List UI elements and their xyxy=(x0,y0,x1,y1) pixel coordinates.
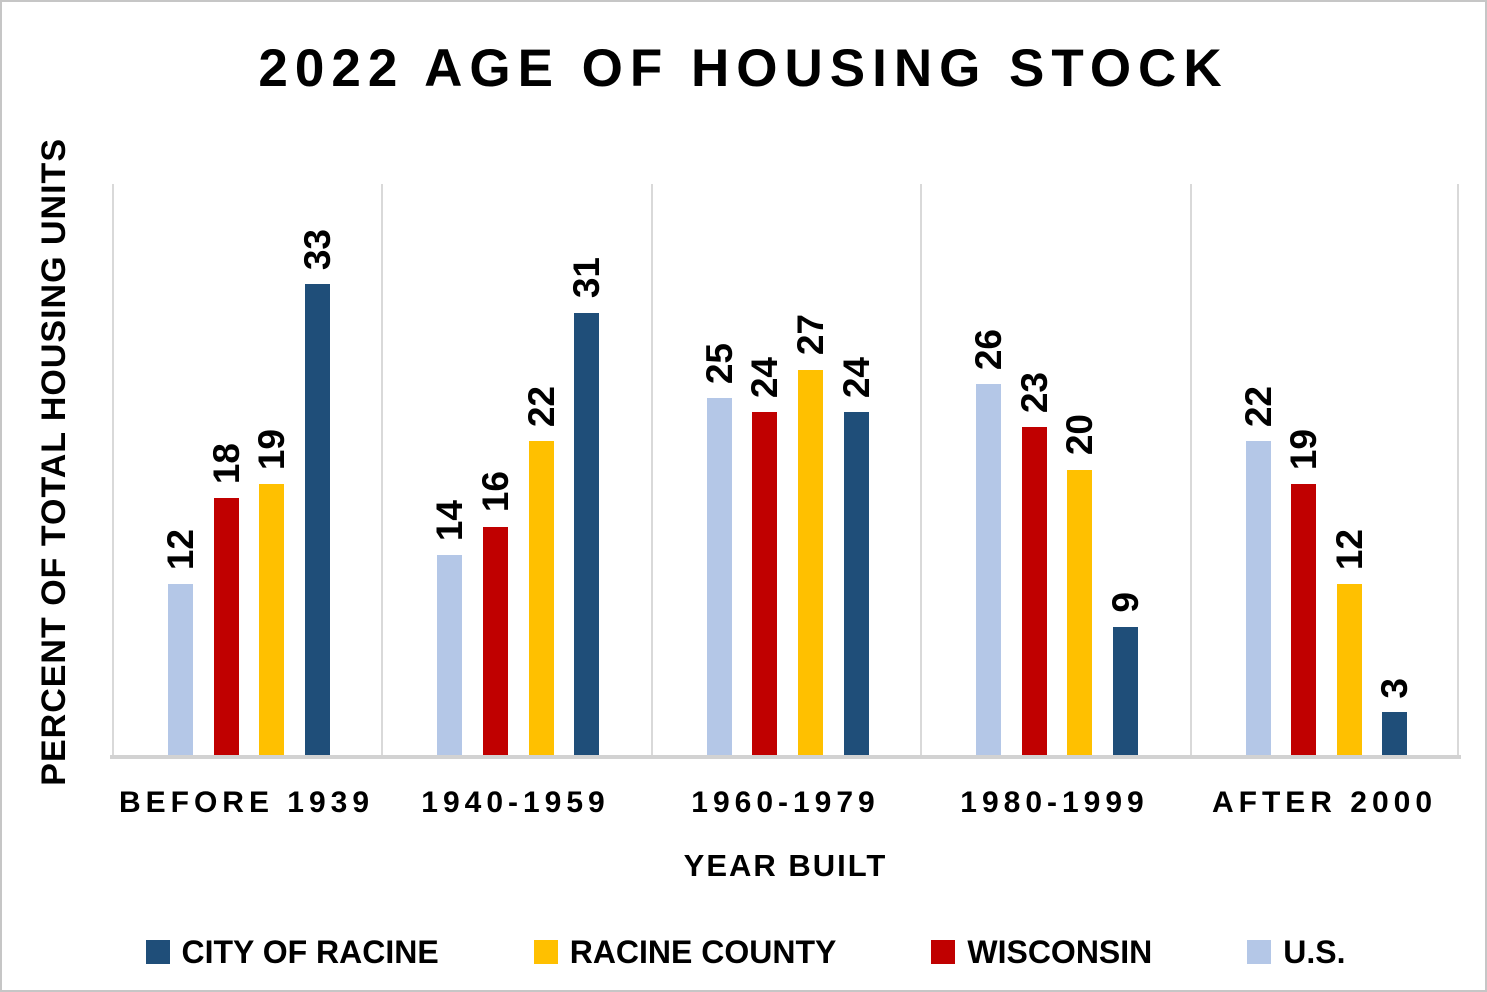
bar-value-label: 19 xyxy=(1283,428,1324,470)
bar-value-label: 27 xyxy=(790,314,831,356)
bar-group-4-col-3: 3 xyxy=(1374,678,1415,755)
category-label: AFTER 2000 xyxy=(1211,786,1438,819)
legend-swatch xyxy=(533,940,558,964)
bar-group-0-col-1: 18 xyxy=(206,443,247,755)
legend: CITY OF RACINE RACINE COUNTY WISCONSIN U.S. xyxy=(72,926,1419,978)
bar-value-label: 20 xyxy=(1059,414,1100,456)
bar-value-label: 9 xyxy=(1105,591,1146,613)
legend-swatch xyxy=(931,940,956,964)
bar-wisconsin-1960-1979 xyxy=(752,412,777,755)
bar-value-label: 22 xyxy=(521,385,562,427)
legend-item-racine-county: RACINE COUNTY xyxy=(533,933,837,971)
bar-value-label: 24 xyxy=(744,357,785,399)
legend-label: WISCONSIN xyxy=(967,933,1153,970)
bar-u-s--1940-1959 xyxy=(437,555,462,755)
bar-group-1-col-3: 31 xyxy=(566,257,607,755)
bar-value-label: 14 xyxy=(429,500,470,542)
bar-racine-county-after-2000 xyxy=(1337,583,1362,755)
bar-wisconsin-1980-1999 xyxy=(1022,426,1047,755)
legend-swatch xyxy=(1247,940,1272,964)
bar-group-1-col-0: 14 xyxy=(429,500,470,755)
bar-value-label: 3 xyxy=(1374,677,1415,699)
bar-group-0-col-3: 33 xyxy=(297,229,338,755)
category-axis: BEFORE 1939 1940-1959 1960-1979 1980-1999 AF… xyxy=(112,786,1459,828)
bar-group-3-col-3: 9 xyxy=(1105,592,1146,755)
legend-label: RACINE COUNTY xyxy=(569,933,837,970)
bar-value-label: 12 xyxy=(1329,528,1370,570)
bar-racine-county-before-1939 xyxy=(259,483,284,755)
gridline xyxy=(1190,184,1192,755)
gridline xyxy=(381,184,383,755)
gridline xyxy=(651,184,653,755)
bar-group-4-col-2: 12 xyxy=(1329,529,1370,755)
legend-item-u-s-: U.S. xyxy=(1247,933,1346,971)
category-label: 1940-1959 xyxy=(421,786,610,819)
bar-group-2-col-0: 25 xyxy=(699,343,740,755)
bar-group-3-col-1: 23 xyxy=(1014,372,1055,755)
bar-u-s--1980-1999 xyxy=(976,383,1001,755)
bar-group-1-col-2: 22 xyxy=(521,386,562,755)
bar-group-1-col-1: 16 xyxy=(475,471,516,755)
bar-u-s--after-2000 xyxy=(1246,440,1271,755)
bar-city-of-racine-1940-1959 xyxy=(574,312,599,755)
bar-value-label: 18 xyxy=(206,442,247,485)
bar-group-2-col-1: 24 xyxy=(744,357,785,755)
x-axis-line xyxy=(110,755,1461,759)
category-label: 1980-1999 xyxy=(960,786,1149,819)
bar-group-4-col-0: 22 xyxy=(1238,386,1279,755)
bar-group-2-col-3: 24 xyxy=(836,357,877,755)
bar-value-label: 25 xyxy=(699,342,740,385)
plot-area: 12 18 19 33 14 16 22 31 25 24 27 24 26 23 20 9 22 19 12 3 xyxy=(112,184,1459,755)
bar-wisconsin-after-2000 xyxy=(1291,483,1316,755)
bar-group-4-col-1: 19 xyxy=(1283,429,1324,755)
bar-wisconsin-before-1939 xyxy=(214,498,239,755)
bar-u-s--before-1939 xyxy=(168,583,193,755)
bar-value-label: 26 xyxy=(968,328,1009,370)
bar-value-label: 12 xyxy=(160,528,201,570)
bar-value-label: 16 xyxy=(475,471,516,513)
bar-group-2-col-2: 27 xyxy=(790,314,831,755)
gridline xyxy=(112,184,114,755)
bar-racine-county-1980-1999 xyxy=(1067,469,1092,755)
bar-value-label: 22 xyxy=(1238,385,1279,427)
y-axis-title-container: PERCENT OF TOTAL HOUSING UNITS xyxy=(24,138,84,786)
bar-group-0-col-0: 12 xyxy=(160,529,201,755)
legend-swatch xyxy=(145,940,170,964)
bar-value-label: 19 xyxy=(251,428,292,470)
bar-group-3-col-0: 26 xyxy=(968,329,1009,755)
chart-title: 2022 AGE OF HOUSING STOCK xyxy=(258,39,1229,98)
legend-item-wisconsin: WISCONSIN xyxy=(931,934,1152,971)
bar-city-of-racine-after-2000 xyxy=(1382,712,1407,755)
bar-value-label: 31 xyxy=(566,257,607,299)
bar-u-s--1960-1979 xyxy=(707,398,732,755)
bar-racine-county-1940-1959 xyxy=(529,440,554,755)
bar-racine-county-1960-1979 xyxy=(798,369,823,755)
bar-value-label: 24 xyxy=(836,357,877,399)
category-label: BEFORE 1939 xyxy=(118,786,375,819)
bar-city-of-racine-1980-1999 xyxy=(1113,626,1138,755)
bar-city-of-racine-before-1939 xyxy=(305,283,330,755)
bar-city-of-racine-1960-1979 xyxy=(844,412,869,755)
x-axis-title: YEAR BUILT xyxy=(683,848,888,883)
bar-value-label: 33 xyxy=(297,228,338,270)
bar-group-0-col-2: 19 xyxy=(251,429,292,755)
gridline xyxy=(920,184,922,755)
legend-label: CITY OF RACINE xyxy=(181,933,439,970)
gridline xyxy=(1457,184,1459,755)
legend-item-city-of-racine: CITY OF RACINE xyxy=(145,933,439,971)
y-axis-title: PERCENT OF TOTAL HOUSING UNITS xyxy=(35,138,73,786)
bar-group-3-col-2: 20 xyxy=(1059,414,1100,755)
bar-wisconsin-1940-1959 xyxy=(483,526,508,755)
bar-value-label: 23 xyxy=(1014,371,1055,413)
category-label: 1960-1979 xyxy=(691,786,880,819)
legend-label: U.S. xyxy=(1283,933,1346,970)
